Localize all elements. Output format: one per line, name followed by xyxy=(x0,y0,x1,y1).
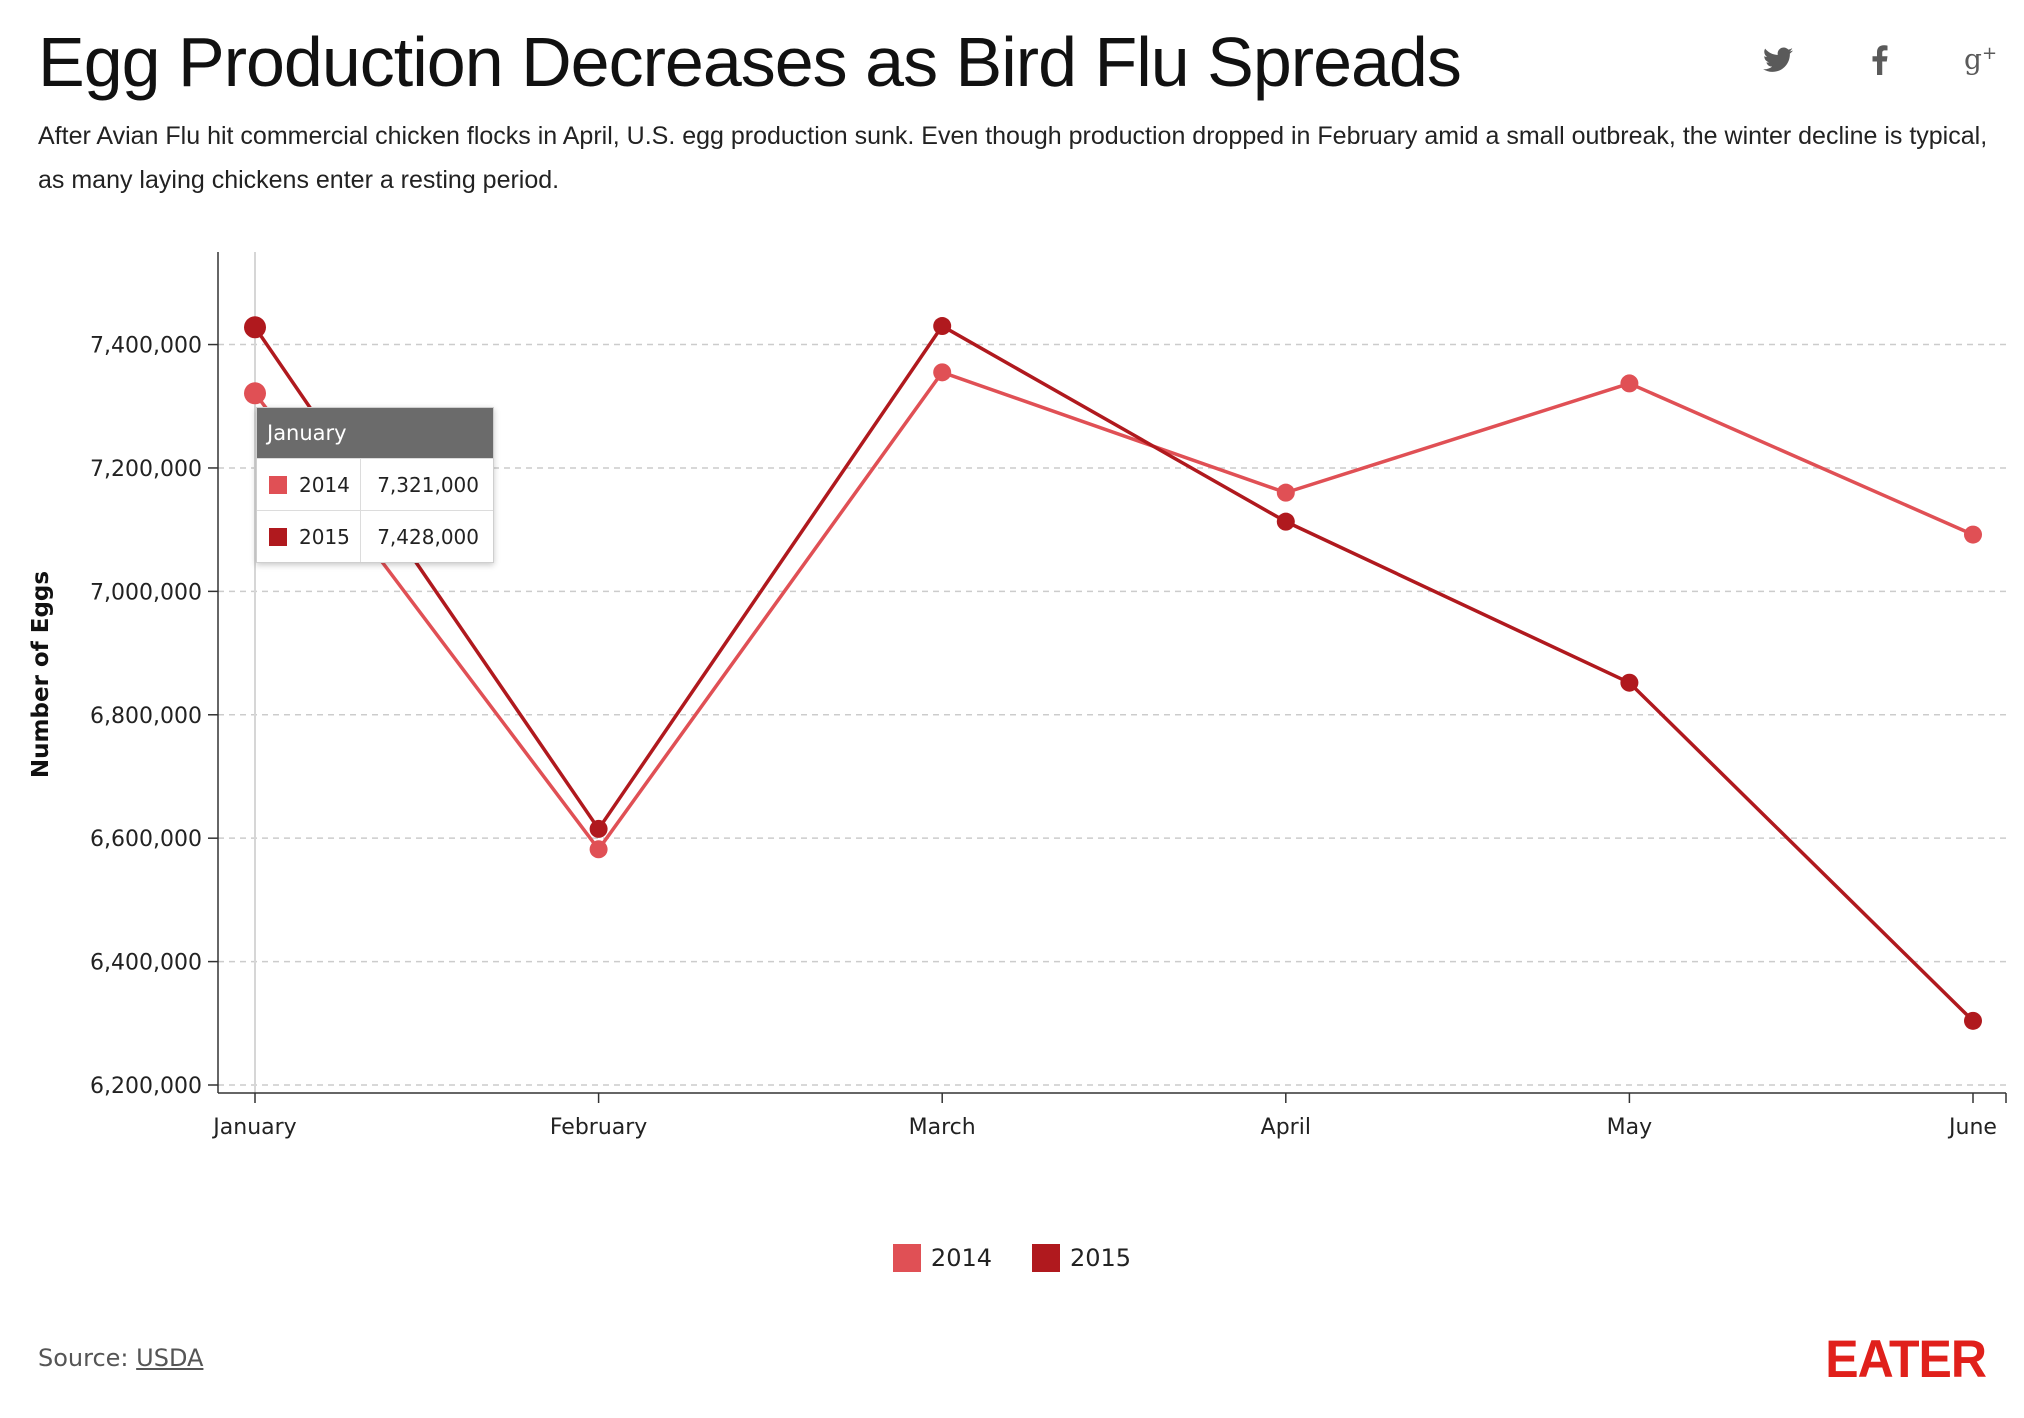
tooltip-series-name: 2014 xyxy=(299,472,350,497)
x-tick-label: June xyxy=(1947,1115,1997,1140)
facebook-share-button[interactable] xyxy=(1862,40,1898,80)
data-point-2014 xyxy=(1620,374,1639,393)
y-tick-label: 6,600,000 xyxy=(90,827,202,852)
series-line-2015 xyxy=(253,324,1975,1023)
tooltip-value: 7,428,000 xyxy=(377,524,479,549)
twitter-icon xyxy=(1763,47,1793,72)
tooltip-header: January xyxy=(257,408,493,458)
legend-swatch xyxy=(1032,1244,1060,1272)
page-subtitle: After Avian Flu hit commercial chicken f… xyxy=(38,122,1988,194)
data-point-2015 xyxy=(1620,673,1639,692)
tooltip-swatch-2015 xyxy=(269,527,287,546)
y-axis-title: Number of Eggs xyxy=(28,571,54,778)
svg-text:+: + xyxy=(1982,43,1997,64)
y-tick-label: 7,400,000 xyxy=(90,334,202,359)
data-point-2014 xyxy=(1276,483,1295,502)
data-point-2015 xyxy=(1276,512,1295,531)
chart-legend: 2014 2015 xyxy=(0,1244,2024,1272)
data-point-2014 xyxy=(244,382,266,405)
x-tick-label: March xyxy=(909,1115,976,1140)
series-line-2014 xyxy=(253,370,1974,852)
x-tick-label: April xyxy=(1261,1115,1311,1140)
legend-item-2014[interactable]: 2014 xyxy=(892,1244,992,1272)
legend-item-2015[interactable]: 2015 xyxy=(1032,1244,1131,1272)
google-plus-share-button[interactable]: g + xyxy=(1958,40,2002,80)
y-tick-label: 6,200,000 xyxy=(90,1074,202,1099)
data-point-2015 xyxy=(933,317,952,336)
source-note: Source: USDA xyxy=(38,1344,203,1372)
data-point-2015 xyxy=(244,316,266,339)
tooltip-row: 2014 7,321,000 xyxy=(257,458,493,510)
legend-label: 2015 xyxy=(1070,1244,1132,1272)
y-tick-label: 6,800,000 xyxy=(90,704,202,729)
tooltip-row: 2015 7,428,000 xyxy=(257,510,493,562)
eater-logo: EATER xyxy=(1825,1329,1987,1389)
tooltip-swatch-2014 xyxy=(269,475,287,494)
y-tick-label: 7,000,000 xyxy=(90,580,202,605)
x-tick-label: May xyxy=(1607,1115,1652,1140)
tooltip-value: 7,321,000 xyxy=(377,472,479,497)
y-tick-label: 6,400,000 xyxy=(90,951,202,976)
tooltip-series-name: 2015 xyxy=(299,524,350,549)
legend-label: 2014 xyxy=(930,1244,992,1272)
y-tick-label: 7,200,000 xyxy=(90,457,202,482)
source-prefix: Source: xyxy=(38,1344,137,1372)
svg-text:g: g xyxy=(1964,43,1982,76)
data-point-2014 xyxy=(1964,525,1982,544)
twitter-share-button[interactable] xyxy=(1758,40,1798,80)
data-point-2014 xyxy=(933,363,952,382)
tooltip: January 2014 7,321,000 2015 7,428,000 xyxy=(256,407,494,563)
google-plus-icon: g + xyxy=(1964,43,1997,76)
source-link[interactable]: USDA xyxy=(136,1344,204,1372)
x-tick-label: February xyxy=(550,1115,648,1140)
data-point-2015 xyxy=(1964,1011,1982,1030)
page-title: Egg Production Decreases as Bird Flu Spr… xyxy=(38,23,1462,101)
x-tick-label: January xyxy=(211,1115,296,1140)
data-point-2014 xyxy=(589,840,608,859)
data-point-2015 xyxy=(589,819,608,838)
facebook-icon xyxy=(1872,45,1888,75)
legend-swatch xyxy=(892,1244,921,1272)
